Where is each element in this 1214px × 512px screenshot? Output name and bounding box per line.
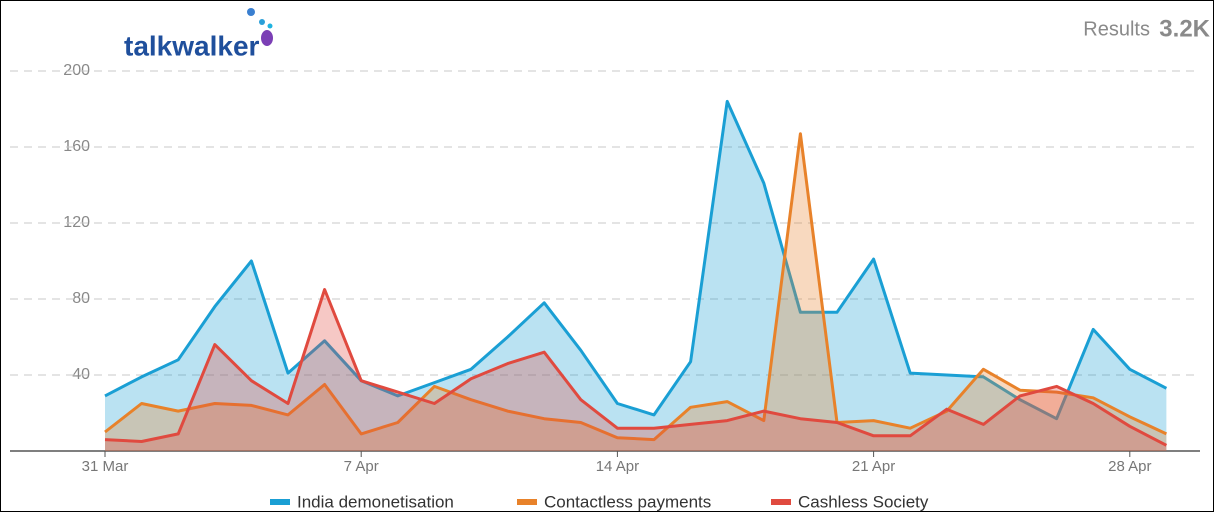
logo-foot	[261, 30, 273, 46]
legend-label: Contactless payments	[544, 492, 711, 511]
area	[105, 101, 1167, 452]
legend-label: India demonetisation	[297, 492, 454, 511]
logo: talkwalker	[124, 8, 273, 61]
line	[104, 99, 1168, 421]
logo-dot	[267, 23, 273, 29]
area	[105, 133, 1167, 451]
line	[104, 132, 1168, 442]
y-tick-label: 120	[63, 214, 90, 231]
legend-swatch	[270, 499, 290, 505]
y-tick-label: 200	[63, 62, 90, 79]
x-tick-label: 14 Apr	[596, 458, 639, 475]
x-tick-label: 28 Apr	[1108, 458, 1151, 475]
legend-swatch	[517, 499, 537, 505]
x-tick-label: 31 Mar	[82, 458, 129, 475]
x-tick-label: 21 Apr	[852, 458, 895, 475]
results-value: 3.2K	[1159, 15, 1210, 42]
legend-label: Cashless Society	[798, 492, 929, 511]
logo-dot	[259, 19, 265, 25]
line	[104, 288, 1168, 447]
x-tick-label: 7 Apr	[344, 458, 379, 475]
area	[105, 289, 1167, 451]
logo-dot	[247, 8, 255, 16]
results-label: Results	[1083, 18, 1150, 40]
y-tick-label: 160	[63, 138, 90, 155]
legend-swatch	[771, 499, 791, 505]
brand: talkwalker	[124, 30, 260, 61]
